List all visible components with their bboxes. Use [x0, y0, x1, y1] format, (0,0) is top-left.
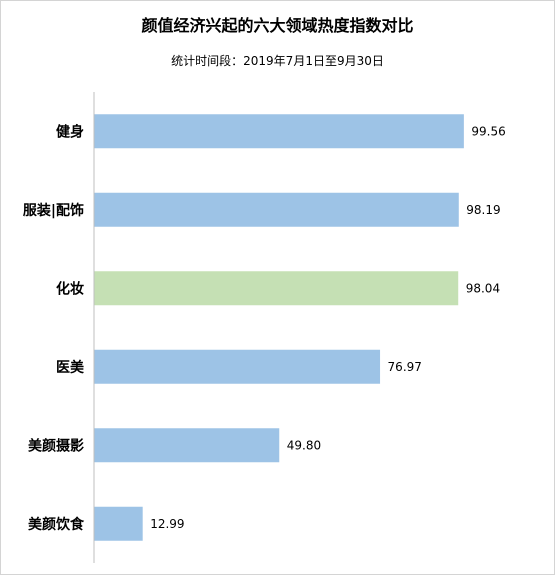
bars-group: 健身 99.56 服装|配饰 98.19 化妆 98.04 医美 76.97 美颜摄影 49.80…	[23, 114, 506, 541]
value-label-5: 49.80	[287, 438, 321, 452]
category-label-5: 美颜摄影	[28, 437, 84, 454]
category-label-1: 健身	[56, 123, 84, 140]
value-label-3: 98.04	[466, 281, 500, 295]
chart-title: 颜值经济兴起的六大领域热度指数对比	[141, 16, 414, 35]
bar-4	[94, 349, 381, 384]
category-label-6: 美颜饮食	[28, 516, 85, 533]
bar-1	[94, 114, 464, 149]
value-label-4: 76.97	[388, 360, 422, 374]
value-label-2: 98.19	[466, 203, 500, 217]
category-label-4: 医美	[56, 359, 85, 376]
bar-5	[94, 428, 280, 463]
bar-2	[94, 192, 459, 227]
value-label-1: 99.56	[471, 124, 505, 138]
chart-subtitle: 统计时间段：2019年7月1日至9月30日	[171, 54, 384, 68]
category-label-2: 服装|配饰	[23, 202, 84, 219]
category-label-3: 化妆	[56, 280, 84, 297]
value-label-6: 12.99	[150, 517, 184, 531]
bar-3	[94, 271, 459, 306]
bar-6	[94, 506, 143, 541]
